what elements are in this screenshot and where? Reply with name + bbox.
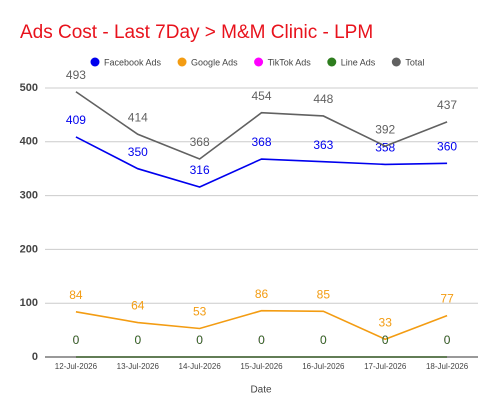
x-tick-label: 13-Jul-2026 — [117, 362, 160, 371]
y-tick-label: 500 — [20, 82, 38, 94]
data-label: 437 — [437, 98, 457, 112]
data-label: 85 — [317, 287, 331, 301]
data-label: 454 — [251, 89, 271, 103]
data-label: 84 — [69, 288, 83, 302]
legend-marker — [90, 57, 100, 67]
x-tick-label: 15-Jul-2026 — [240, 362, 283, 371]
data-label: 0 — [320, 333, 327, 347]
data-label: 360 — [437, 139, 457, 153]
y-tick-label: 400 — [20, 136, 38, 148]
x-tick-label: 16-Jul-2026 — [302, 362, 345, 371]
legend-label: TikTok Ads — [268, 57, 312, 67]
legend-label: Facebook Ads — [104, 57, 162, 67]
data-label: 0 — [444, 333, 451, 347]
data-label: 0 — [258, 333, 265, 347]
data-label: 0 — [134, 333, 141, 347]
data-label: 0 — [444, 333, 451, 347]
data-label: 368 — [251, 135, 271, 149]
data-label: 0 — [382, 333, 389, 347]
series-line — [75, 136, 448, 188]
data-label: 414 — [128, 110, 148, 124]
data-label: 64 — [131, 299, 145, 313]
data-label: 368 — [190, 135, 210, 149]
data-label: 493 — [66, 68, 86, 82]
legend-label: Line Ads — [341, 57, 376, 67]
data-label: 86 — [255, 287, 269, 301]
legend-label: Total — [405, 57, 424, 67]
x-tick-label: 12-Jul-2026 — [55, 362, 98, 371]
series-line — [75, 309, 448, 341]
x-tick-label: 17-Jul-2026 — [364, 362, 407, 371]
data-label: 363 — [313, 138, 333, 152]
y-tick-label: 300 — [20, 190, 38, 202]
data-label: 0 — [382, 333, 389, 347]
data-label: 0 — [73, 333, 80, 347]
data-label: 53 — [193, 305, 207, 319]
chart-title: Ads Cost - Last 7Day > M&M Clinic - LPM — [20, 22, 373, 43]
series-line — [75, 91, 448, 160]
legend-marker — [254, 57, 264, 67]
data-label: 448 — [313, 92, 333, 106]
data-label: 0 — [73, 333, 80, 347]
data-label: 350 — [128, 145, 148, 159]
data-label: 0 — [196, 333, 203, 347]
data-label: 77 — [440, 292, 454, 306]
y-tick-label: 0 — [32, 351, 38, 363]
data-label: 392 — [375, 122, 395, 136]
data-label: 0 — [258, 333, 265, 347]
legend-label: Google Ads — [191, 57, 238, 67]
y-tick-label: 200 — [20, 243, 38, 255]
legend-marker — [391, 57, 401, 67]
y-tick-label: 100 — [20, 297, 38, 309]
data-label: 0 — [196, 333, 203, 347]
x-tick-label: 14-Jul-2026 — [179, 362, 222, 371]
x-tick-label: 18-Jul-2026 — [426, 362, 469, 371]
data-label: 0 — [320, 333, 327, 347]
data-label: 0 — [134, 333, 141, 347]
legend-marker — [177, 57, 187, 67]
data-label: 316 — [190, 163, 210, 177]
data-label: 33 — [379, 315, 393, 329]
x-axis-label: Date — [250, 385, 272, 396]
legend-marker — [327, 57, 337, 67]
data-label: 409 — [66, 113, 86, 127]
